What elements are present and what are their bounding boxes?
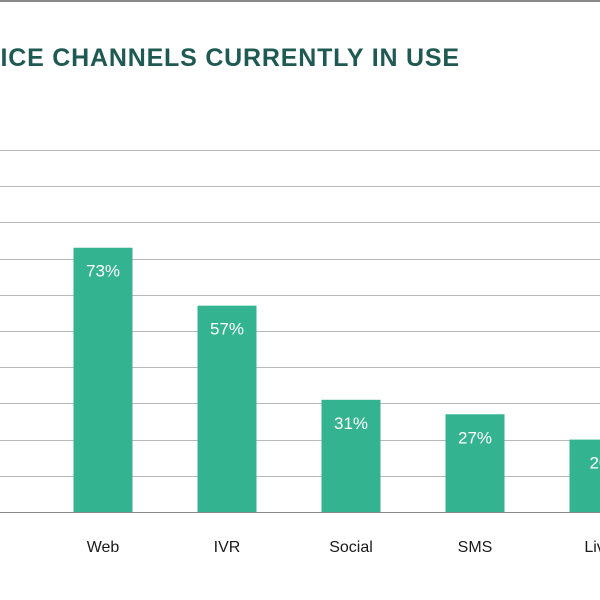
x-tick-labels: Web IVR Social SMS Live xyxy=(87,539,600,556)
x-tick-live: Live xyxy=(584,539,600,556)
data-label-web: 73% xyxy=(86,262,120,281)
chart-title: VICE CHANNELS CURRENTLY IN USE xyxy=(0,44,477,73)
bar-web xyxy=(73,247,133,513)
bar-social xyxy=(321,399,381,512)
x-tick-social: Social xyxy=(329,539,373,556)
x-tick-web: Web xyxy=(87,539,120,556)
data-label-ivr: 57% xyxy=(210,320,244,339)
data-label-social: 31% xyxy=(334,414,368,433)
chart-title-text: VICE CHANNELS CURRENTLY IN USE xyxy=(0,44,460,72)
bar-sms xyxy=(445,414,505,512)
data-label-sms: 27% xyxy=(458,428,492,447)
data-labels: 73% 57% 31% 27% 20 xyxy=(86,262,600,473)
bar-ivr xyxy=(197,305,257,512)
data-label-live: 20 xyxy=(590,454,600,473)
x-tick-ivr: IVR xyxy=(214,539,241,556)
bars xyxy=(73,247,600,513)
frame-top-border xyxy=(0,0,600,2)
x-tick-sms: SMS xyxy=(458,539,493,556)
bar-live xyxy=(569,439,600,512)
